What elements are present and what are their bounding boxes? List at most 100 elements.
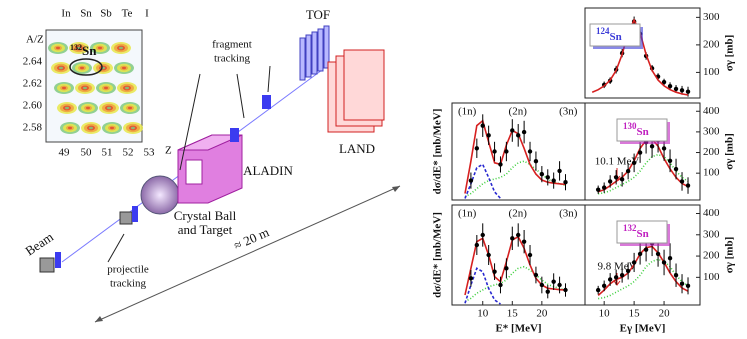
y-axis-label: dσ/dE* [mb/MeV] — [432, 212, 444, 298]
curve — [464, 265, 566, 303]
data-point — [486, 252, 491, 258]
label-box — [589, 23, 641, 47]
y-tick-label: 100 — [703, 66, 720, 78]
data-point — [533, 159, 539, 164]
data-point — [504, 149, 509, 154]
setup: TOF fragment tracking LAND ALADIN Crysta… — [22, 7, 401, 323]
plot-area — [464, 114, 568, 199]
data-point — [679, 281, 685, 286]
data-point — [625, 168, 631, 174]
y-axis-label: σγ [mb] — [724, 237, 736, 274]
inset-x-tick: 51 — [102, 147, 113, 159]
inset-isotope: 132Sn — [70, 43, 97, 58]
data-point — [539, 282, 545, 288]
isotope-label: 124Sn — [596, 26, 622, 42]
inset-y-label: A/Z — [26, 34, 44, 46]
curve — [597, 245, 689, 296]
data-point — [655, 251, 661, 257]
x-tick-label: 20 — [536, 308, 548, 320]
data-point — [498, 282, 503, 288]
data-point — [613, 175, 619, 180]
inset-y-tick: 2.62 — [23, 78, 42, 90]
mass-number: 130 — [623, 121, 637, 131]
aladin-gap — [185, 159, 203, 185]
projectile-label: projectile — [107, 264, 149, 276]
y-tick-label: 400 — [703, 207, 720, 219]
panel: 10 15 20 E* [MeV] dσ/dE* [mb/MeV] (1n) (2n) (3n… — [432, 204, 586, 335]
data-point — [619, 273, 625, 278]
mass-number: 132 — [623, 223, 637, 233]
x-tick-label: 20 — [659, 308, 671, 320]
y-axis-label: σγ [mb] — [724, 35, 736, 72]
target-label: and Target — [178, 222, 233, 237]
y-axis-label: σγ [mb] — [724, 133, 736, 170]
count-blob — [128, 106, 132, 110]
inset-x-tick: 49 — [59, 147, 71, 159]
isotope-label: 130Sn — [623, 121, 649, 137]
element-label: Te — [122, 8, 133, 20]
inset-x-label: Z — [165, 145, 172, 157]
curve — [464, 235, 566, 296]
selection-ellipse — [69, 58, 103, 76]
tof-wall — [299, 25, 330, 81]
plot-area — [464, 223, 568, 305]
data-point — [521, 129, 527, 135]
data-point — [595, 287, 601, 293]
data-point — [685, 89, 691, 94]
panel-frame — [584, 102, 701, 201]
count-blob — [68, 126, 72, 130]
count-blob — [80, 66, 84, 70]
data-point — [631, 160, 637, 166]
tracking-detector — [132, 206, 138, 222]
data-point — [533, 272, 539, 278]
data-point — [498, 162, 503, 167]
curve — [598, 258, 689, 300]
data-point — [545, 175, 550, 180]
data-point — [474, 146, 480, 151]
element-symbol: Sn — [637, 228, 649, 240]
inset-y-tick: 2.64 — [23, 56, 43, 68]
isotope-label: 132Sn — [623, 223, 649, 239]
curve — [464, 160, 566, 198]
curve — [597, 138, 689, 193]
pointer-lines — [179, 65, 271, 171]
y-tick-label: 200 — [703, 250, 720, 262]
data-point — [601, 185, 607, 190]
count-blob — [125, 86, 129, 90]
threshold-label: (3n) — [559, 208, 578, 220]
data-point — [685, 283, 691, 289]
crystal-ball-label: Crystal Ball — [174, 208, 237, 223]
data-point — [557, 168, 562, 174]
count-blob — [122, 66, 126, 70]
element-label: In — [61, 8, 71, 20]
detector-icon — [39, 257, 55, 273]
data-point — [510, 128, 515, 133]
data-point — [521, 239, 527, 244]
data-point — [661, 79, 667, 85]
data-point — [539, 171, 545, 177]
x-axis-label: E* [MeV] — [495, 323, 541, 335]
count-blob — [62, 86, 66, 90]
aladin-top — [177, 134, 243, 151]
y-tick-label: 100 — [703, 167, 720, 179]
count-blob — [65, 106, 69, 110]
data-point — [563, 287, 568, 293]
data-point — [607, 179, 613, 184]
land-detector — [327, 49, 385, 133]
panel-frame — [584, 7, 701, 99]
count-blob — [98, 46, 102, 50]
data-point — [595, 187, 601, 192]
data-point — [637, 251, 643, 257]
inset-x-tick: 50 — [81, 147, 93, 159]
data-point — [613, 275, 619, 280]
data-point — [661, 260, 667, 265]
x-axis-label: Eγ [MeV] — [620, 323, 666, 335]
count-blob — [131, 126, 135, 130]
panel: 100 200 300 σγ [mb] 124Sn — [584, 7, 736, 99]
threshold-label: (1n) — [458, 208, 477, 220]
count-blob — [83, 86, 87, 90]
data-point — [601, 283, 607, 289]
y-axis-label: dσ/dE* [mb/MeV] — [432, 109, 444, 195]
